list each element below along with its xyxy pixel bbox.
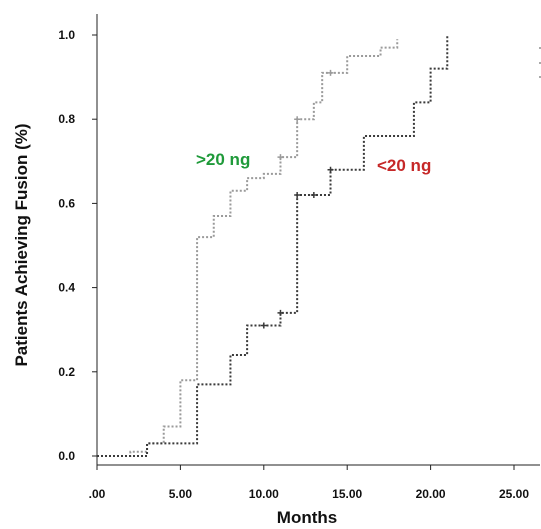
x-tick-label: 25.00 — [499, 487, 529, 501]
censor-mark — [277, 154, 284, 161]
x-tick-label: 5.00 — [169, 487, 193, 501]
axis-ticks: .00 5.00 10.00 15.00 20.00 25.00 0.0 0.2 0.4 0.6 0… — [58, 28, 529, 501]
x-tick-label: .00 — [89, 487, 106, 501]
y-tick-label: 0.0 — [58, 449, 75, 463]
x-axis-title: Months — [277, 508, 337, 527]
censor-mark — [327, 69, 334, 76]
y-tick-label: 1.0 — [58, 28, 75, 42]
censor-mark — [294, 191, 301, 198]
y-tick-label: 0.4 — [58, 281, 75, 295]
series-label-high: >20 ng — [196, 150, 250, 169]
km-curve-high — [97, 39, 399, 457]
x-tick-label: 15.00 — [332, 487, 362, 501]
x-tick-label: 10.00 — [249, 487, 279, 501]
series-layer — [97, 35, 449, 457]
censor-mark — [260, 322, 267, 329]
chart-axes — [96, 14, 540, 466]
y-tick-label: 0.6 — [58, 196, 75, 210]
y-axis-title: Patients Achieving Fusion (%) — [12, 123, 31, 366]
censor-mark — [277, 309, 284, 316]
y-tick-label: 0.8 — [58, 112, 75, 126]
censor-mark — [294, 116, 301, 123]
series-label-low: <20 ng — [377, 156, 431, 175]
y-tick-label: 0.2 — [58, 365, 75, 379]
censor-marks — [260, 69, 334, 329]
censor-mark — [327, 166, 334, 173]
x-tick-label: 20.00 — [416, 487, 446, 501]
km-curve-low — [97, 35, 449, 457]
censor-mark — [310, 191, 317, 198]
